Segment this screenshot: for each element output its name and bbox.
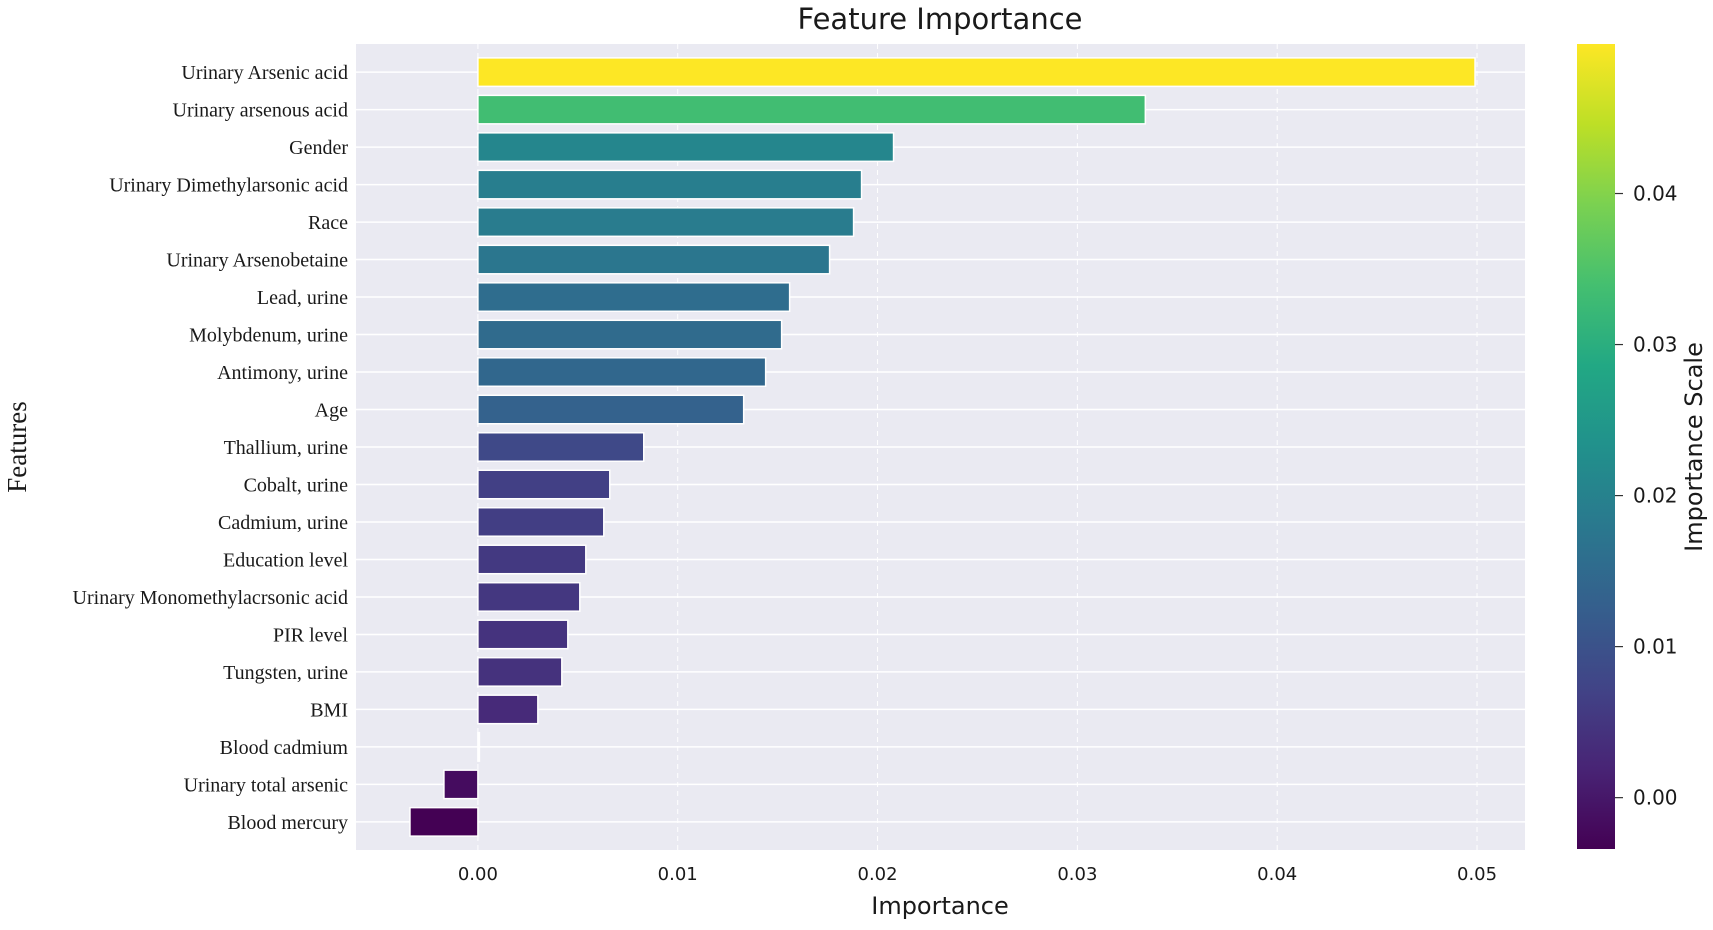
category-labels: Urinary Arsenic acid Urinary arsenous aci…	[73, 62, 349, 834]
colorbar-tick-label: 0.03	[1633, 333, 1678, 357]
bar-thallium-urine	[477, 432, 645, 462]
x-axis-title: Importance	[871, 892, 1009, 920]
x-tick-label: 0.00	[458, 864, 498, 885]
bar-urinary-monomethylacrsonic-acid	[477, 581, 581, 612]
bar-tungsten-urine	[477, 656, 563, 687]
colorbar-label: Importance Scale	[1680, 342, 1708, 552]
bar-education-level	[477, 544, 587, 575]
category-label: Urinary arsenous acid	[173, 100, 349, 122]
category-label: Urinary Dimethylarsonic acid	[109, 175, 348, 197]
category-label: Blood cadmium	[220, 737, 349, 759]
bar-urinary-total-arsenic	[443, 769, 479, 800]
bar-urinary-arsenic-acid	[477, 57, 1476, 88]
category-label: Urinary total arsenic	[184, 774, 348, 796]
colorbar-tick-label: 0.01	[1633, 635, 1678, 659]
category-label: Race	[308, 212, 348, 234]
category-label: Cobalt, urine	[244, 474, 349, 496]
category-label: Antimony, urine	[217, 362, 348, 384]
bar-age	[477, 394, 745, 425]
category-label: Tungsten, urine	[223, 662, 348, 684]
bar-cadmium-urine	[477, 506, 605, 537]
bar-blood-cadmium	[477, 731, 481, 762]
colorbar-ticks: 0.00 0.01 0.02 0.03 0.04	[1615, 182, 1678, 810]
colorbar-tick-label: 0.04	[1633, 182, 1678, 206]
bar-antimony-urine	[477, 357, 767, 388]
category-label: Age	[315, 400, 348, 422]
category-label: Education level	[223, 549, 348, 571]
category-label: Urinary Monomethylacrsonic acid	[73, 587, 348, 609]
bar-gender	[477, 132, 895, 163]
category-label: PIR level	[273, 624, 348, 646]
category-label: Urinary Arsenobetaine	[166, 250, 348, 272]
category-label: Thallium, urine	[224, 437, 349, 459]
colorbar	[1577, 44, 1615, 849]
bar-lead-urine	[477, 282, 791, 313]
bar-race	[477, 207, 855, 238]
colorbar-tick-label: 0.00	[1633, 786, 1678, 810]
bar-molybdenum-urine	[477, 319, 783, 350]
category-label: Molybdenum, urine	[189, 325, 348, 347]
bar-blood-mercury	[409, 806, 479, 837]
chart-title: Feature Importance	[798, 2, 1083, 36]
category-label: BMI	[310, 699, 348, 721]
category-label: Gender	[289, 137, 348, 159]
x-tick-label: 0.05	[1457, 864, 1497, 885]
bar-urinary-arsenobetaine	[477, 244, 831, 275]
bars-layer	[409, 57, 1476, 837]
category-label: Blood mercury	[227, 812, 348, 834]
x-tick-labels: 0.00 0.01 0.02 0.03 0.04 0.05	[458, 864, 1497, 885]
x-tick-label: 0.01	[658, 864, 698, 885]
category-label: Cadmium, urine	[218, 512, 348, 534]
bar-pir-level	[477, 619, 569, 650]
bar-urinary-dimethylarsonic-acid	[477, 169, 863, 200]
bar-bmi	[477, 694, 539, 725]
x-tick-label: 0.02	[858, 864, 898, 885]
category-label: Lead, urine	[257, 287, 348, 309]
bar-cobalt-urine	[477, 469, 611, 500]
colorbar-tick-label: 0.02	[1633, 484, 1678, 508]
y-axis-title: Features	[2, 401, 32, 492]
bar-urinary-arsenous-acid	[477, 94, 1147, 125]
category-label: Urinary Arsenic acid	[181, 62, 348, 84]
x-tick-label: 0.04	[1257, 864, 1297, 885]
x-tick-label: 0.03	[1057, 864, 1097, 885]
